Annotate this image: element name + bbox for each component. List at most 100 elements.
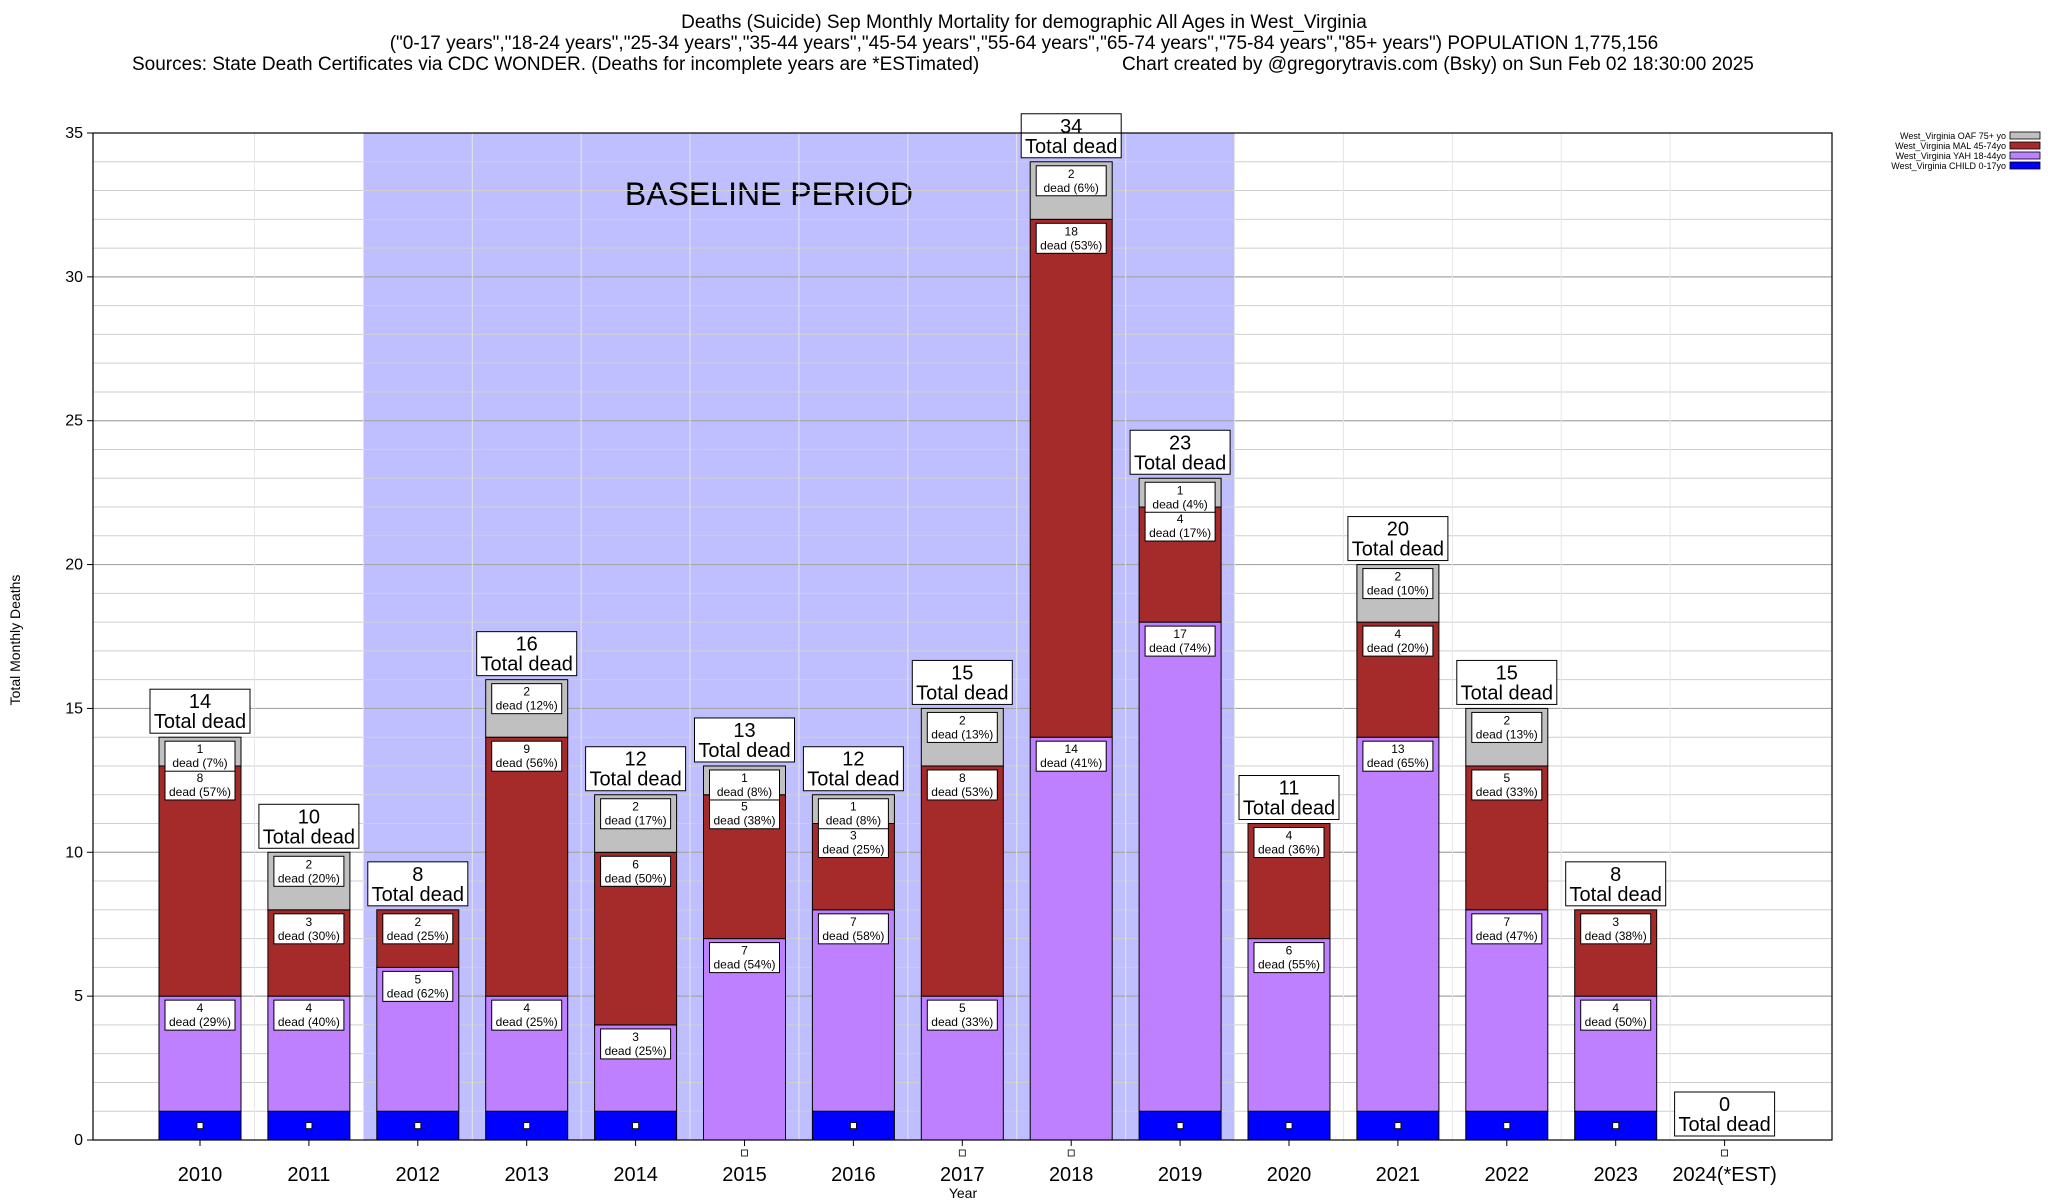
segment-label-box	[1362, 625, 1434, 657]
segment-label-box	[1035, 740, 1107, 772]
segment-label-count: 17	[1173, 627, 1187, 641]
baseline-label: BASELINE PERIOD	[625, 176, 913, 212]
x-tick-label: 2024(*EST)	[1672, 1164, 1777, 1186]
segment-label-box	[164, 769, 236, 801]
x-tick-label: 2010	[178, 1164, 223, 1186]
segment-label-count: 4	[197, 1001, 204, 1015]
segment-label-box	[709, 942, 780, 974]
segment-label-count: 6	[1286, 944, 1293, 958]
segment-label-text: dead (17%)	[605, 814, 667, 828]
total-suffix: Total dead	[1025, 136, 1117, 158]
segment-label-box	[709, 798, 780, 830]
total-count: 16	[516, 634, 538, 656]
child-marker	[196, 1122, 204, 1130]
total-count: 12	[842, 749, 864, 771]
legend-label: West_Virginia CHILD 0-17yo	[1891, 161, 2006, 171]
legend-swatch	[2009, 141, 2041, 150]
total-count: 0	[1719, 1094, 1730, 1116]
total-box	[149, 688, 251, 734]
segment-label-text: dead (17%)	[1149, 526, 1211, 540]
segment-label-count: 3	[306, 915, 313, 929]
segment-label-count: 5	[959, 1001, 966, 1015]
segment-label-count: 4	[1177, 512, 1184, 526]
segment-label-count: 2	[632, 800, 639, 814]
segment-label-count: 2	[523, 685, 530, 699]
segment-label-text: dead (36%)	[1258, 843, 1320, 857]
segment-label-count: 8	[959, 771, 966, 785]
y-tick-label: 15	[65, 700, 83, 717]
segment-label-text: dead (25%)	[822, 843, 884, 857]
zero-child-marker	[1721, 1149, 1728, 1157]
segment-label-count: 4	[1395, 627, 1402, 641]
segment-label-box	[926, 999, 998, 1031]
bar-segment	[1138, 621, 1222, 1112]
legend-swatch	[2009, 161, 2041, 170]
total-box	[258, 803, 360, 849]
zero-child-marker	[741, 1149, 748, 1157]
segment-label-text: dead (38%)	[713, 814, 775, 828]
segment-label-text: dead (25%)	[605, 1044, 667, 1058]
segment-label-text: dead (25%)	[387, 929, 449, 943]
total-suffix: Total dead	[1134, 452, 1226, 474]
legend-label: West_Virginia OAF 75+ yo	[1900, 131, 2006, 141]
total-box	[694, 717, 795, 763]
bar-segment	[158, 765, 242, 997]
segment-label-count: 1	[741, 771, 748, 785]
segment-label-count: 2	[1503, 713, 1510, 727]
y-tick-label: 30	[65, 269, 83, 286]
segment-label-box	[273, 913, 345, 945]
segment-label-count: 4	[306, 1001, 313, 1015]
x-tick-label: 2011	[287, 1164, 330, 1186]
segment-label-count: 5	[1503, 771, 1510, 785]
chart-sources: Sources: State Death Certificates via CD…	[132, 54, 980, 75]
segment-label-count: 18	[1065, 224, 1079, 238]
total-count: 23	[1169, 432, 1191, 454]
total-count: 8	[412, 864, 423, 886]
segment-label-box	[273, 999, 345, 1031]
total-box	[1129, 429, 1231, 475]
total-count: 34	[1060, 116, 1082, 138]
segment-label-text: dead (13%)	[931, 727, 993, 741]
segment-label-box	[164, 999, 236, 1031]
segment-label-count: 13	[1391, 742, 1405, 756]
child-marker	[1394, 1122, 1402, 1130]
segment-label-count: 2	[1068, 167, 1075, 181]
total-box	[1565, 861, 1667, 907]
segment-label-text: dead (74%)	[1149, 641, 1211, 655]
x-tick-label: 2014	[613, 1164, 658, 1186]
total-box	[367, 861, 469, 907]
chart-header: Deaths (Suicide) Sep Monthly Mortality f…	[0, 12, 2048, 75]
segment-label-box	[382, 913, 454, 945]
total-suffix: Total dead	[916, 682, 1008, 704]
segment-label-box	[1253, 827, 1325, 859]
segment-label-text: dead (8%)	[717, 785, 772, 799]
segment-label-count: 2	[959, 713, 966, 727]
total-box	[911, 659, 1013, 705]
y-tick-label: 20	[65, 557, 83, 574]
y-tick-label: 25	[65, 413, 83, 430]
segment-label-box	[1471, 913, 1543, 945]
segment-label-count: 2	[414, 915, 421, 929]
segment-label-text: dead (50%)	[605, 871, 667, 885]
total-box	[1238, 775, 1340, 821]
x-tick-label: 2017	[940, 1164, 985, 1186]
segment-label-text: dead (30%)	[278, 929, 340, 943]
segment-label-text: dead (56%)	[496, 756, 558, 770]
segment-label-box	[817, 827, 889, 859]
x-tick-label: 2013	[504, 1164, 549, 1186]
segment-label-box	[382, 970, 454, 1002]
segment-label-text: dead (33%)	[1476, 785, 1538, 799]
total-count: 15	[1496, 662, 1518, 684]
segment-label-text: dead (53%)	[931, 785, 993, 799]
total-count: 12	[624, 749, 646, 771]
segment-label-box	[491, 999, 563, 1031]
total-suffix: Total dead	[1352, 539, 1444, 561]
segment-label-text: dead (6%)	[1044, 181, 1099, 195]
segment-label-count: 3	[632, 1030, 639, 1044]
segment-label-count: 6	[632, 857, 639, 871]
x-tick-label: 2015	[722, 1164, 767, 1186]
segment-label-count: 4	[1286, 829, 1293, 843]
